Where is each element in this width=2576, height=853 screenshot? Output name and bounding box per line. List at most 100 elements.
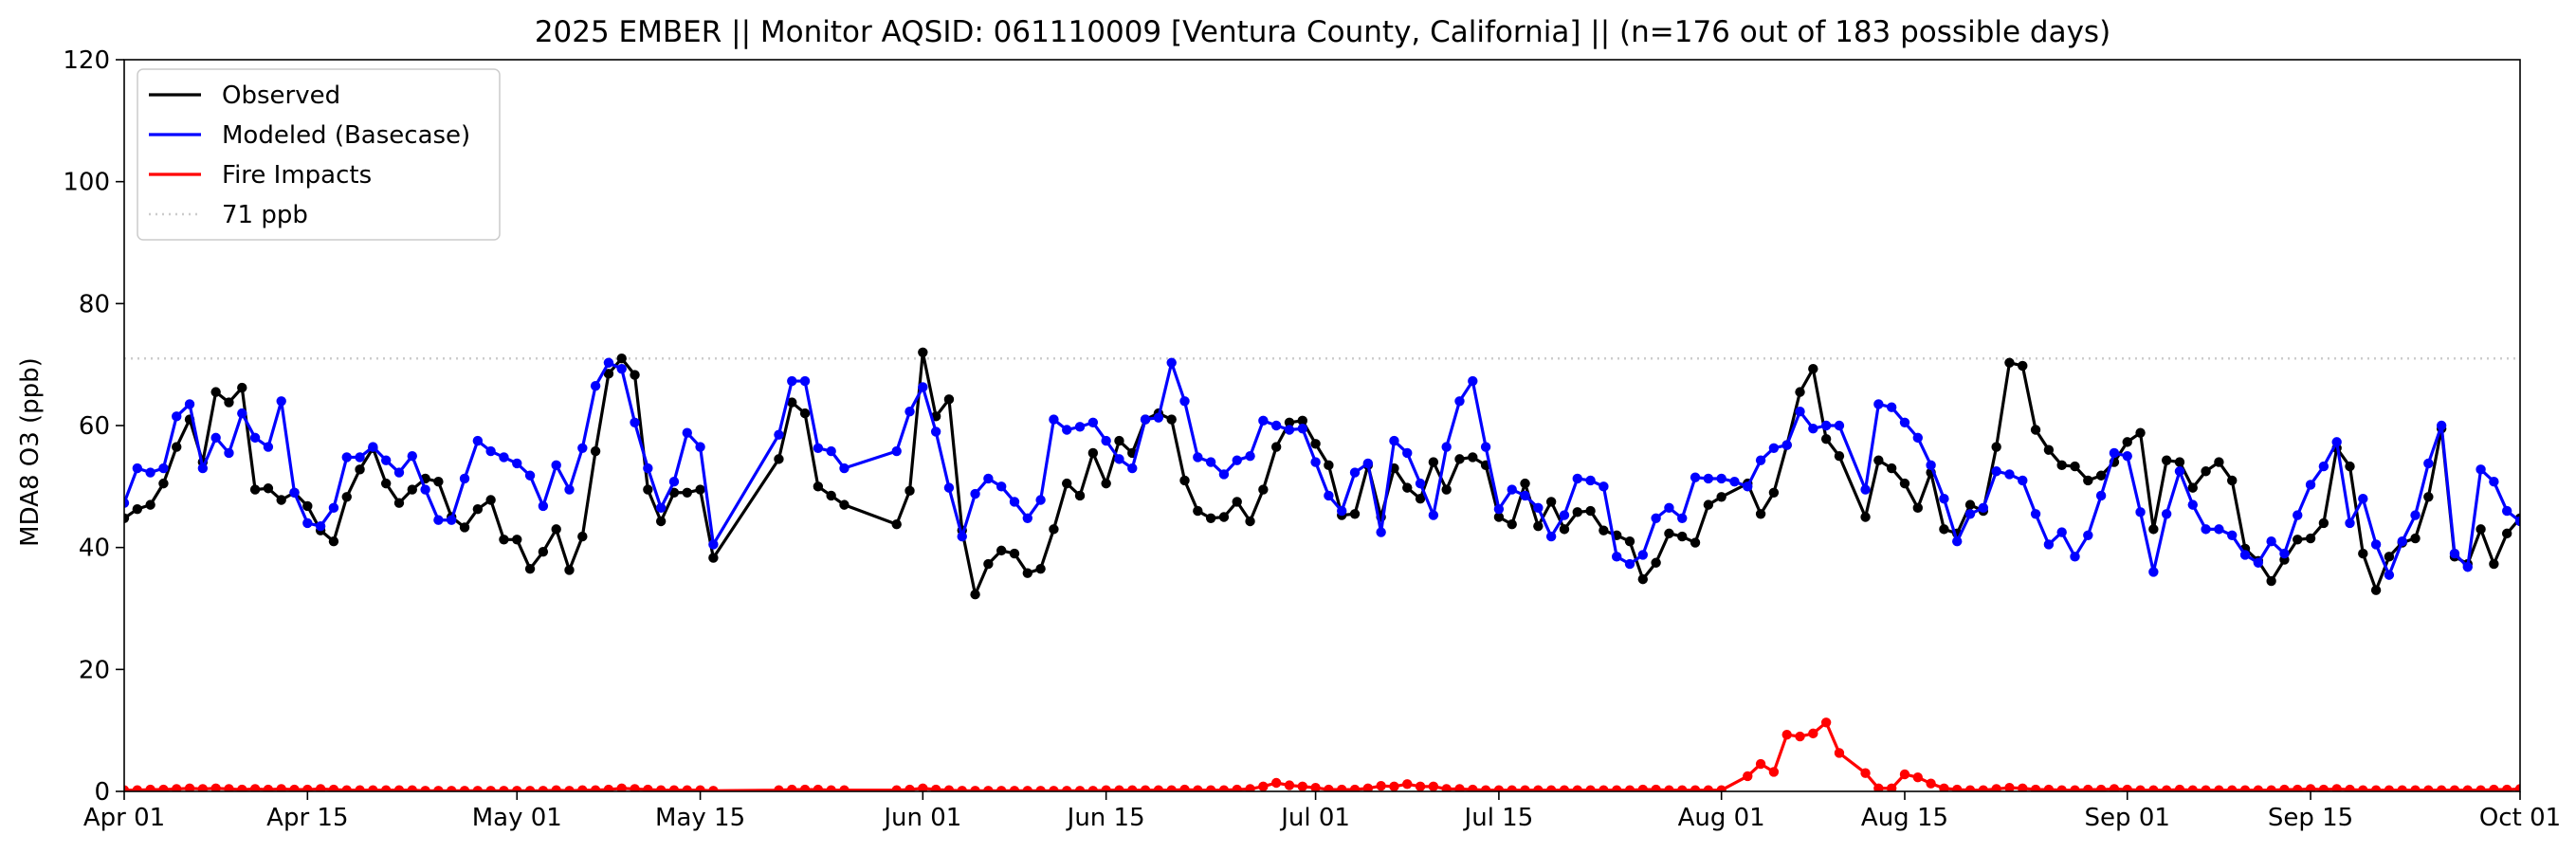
data-point-observed [2501,528,2512,539]
data-point-observed [2384,552,2395,562]
data-point-fire-impacts [2148,785,2159,791]
x-tick-label: Jun 15 [1066,804,1145,832]
data-point-modeled-basecase [957,531,967,542]
data-point-observed [2083,475,2093,486]
series-layer [124,347,2520,791]
data-point-modeled-basecase [1389,435,1399,446]
data-point-observed [1912,502,1924,514]
data-point-observed [145,499,155,510]
data-point-modeled-basecase [1362,458,1374,469]
data-point-observed [668,487,680,498]
data-point-modeled-basecase [1179,396,1190,407]
data-point-observed [249,484,261,495]
data-point-observed [1664,528,1674,539]
data-point-fire-impacts [485,786,496,791]
data-point-modeled-basecase [1637,550,1649,560]
data-point-modeled-basecase [551,460,561,471]
data-point-modeled-basecase [1153,412,1164,423]
data-point-modeled-basecase [603,357,614,368]
data-point-modeled-basecase [1193,452,1203,463]
data-point-modeled-basecase [1545,531,1557,542]
data-point-modeled-basecase [224,447,234,459]
data-point-modeled-basecase [1743,481,1753,492]
data-point-observed [224,397,234,408]
data-point-fire-impacts [1022,786,1032,791]
data-point-fire-impacts [2095,784,2107,791]
data-point-fire-impacts [1114,785,1124,791]
data-point-fire-impacts [499,786,509,791]
data-point-fire-impacts [1493,785,1505,791]
data-point-observed [1939,524,1949,535]
data-point-observed [1468,452,1478,463]
data-point-fire-impacts [1834,748,1845,758]
data-point-modeled-basecase [1022,513,1033,523]
data-point-observed [577,531,588,542]
data-point-observed [1310,439,1321,449]
data-point-modeled-basecase [289,487,300,498]
data-point-observed [1677,531,1688,542]
data-point-observed [2030,425,2041,435]
data-point-observed [2070,461,2080,472]
data-point-modeled-basecase [2004,469,2015,480]
data-point-fire-impacts [1454,784,1465,791]
data-point-observed [616,354,627,364]
data-point-observed [564,565,575,575]
data-point-observed [433,476,444,487]
data-point-modeled-basecase [1166,357,1177,368]
data-point-fire-impacts [1153,785,1164,791]
data-point-observed [1599,525,1609,535]
data-point-fire-impacts [263,784,274,791]
data-point-modeled-basecase [1768,443,1780,453]
data-point-fire-impacts [1873,783,1884,791]
data-point-observed [1808,363,1818,374]
data-point-modeled-basecase [668,476,680,487]
data-point-modeled-basecase [1337,505,1347,517]
data-point-modeled-basecase [2423,458,2434,469]
data-point-fire-impacts [184,783,195,791]
data-point-observed [1559,524,1570,535]
data-point-fire-impacts [2122,784,2132,791]
data-point-modeled-basecase [2135,507,2146,517]
series-modeled-basecase [124,357,2520,580]
data-point-observed [682,487,692,498]
data-point-observed [1651,557,1661,568]
data-point-modeled-basecase [2476,464,2486,475]
data-point-fire-impacts [1795,731,1805,742]
data-point-modeled-basecase [1297,424,1307,434]
data-point-modeled-basecase [695,442,705,452]
data-point-fire-impacts [2266,785,2276,791]
y-tick-label: 0 [94,778,110,807]
data-point-fire-impacts [328,784,339,791]
data-point-modeled-basecase [1127,463,1138,474]
data-point-modeled-basecase [1270,420,1282,431]
data-point-modeled-basecase [485,445,496,457]
data-point-modeled-basecase [1886,402,1897,412]
data-point-modeled-basecase [996,481,1007,492]
data-point-modeled-basecase [393,467,405,478]
data-point-modeled-basecase [970,488,980,499]
data-point-modeled-basecase [210,432,221,444]
data-point-observed [1545,497,1557,507]
data-point-fire-impacts [1232,784,1242,791]
data-point-fire-impacts [1533,785,1544,791]
data-point-modeled-basecase [1441,442,1452,452]
data-point-fire-impacts [1808,728,1818,739]
data-point-fire-impacts [2410,785,2421,791]
data-point-observed [551,524,561,535]
data-point-modeled-basecase [1964,509,1976,519]
data-point-fire-impacts [2449,785,2460,791]
data-point-modeled-basecase [799,375,811,387]
data-point-modeled-basecase [184,399,195,409]
data-point-fire-impacts [1952,784,1963,791]
data-point-fire-impacts [813,784,824,791]
data-point-observed [485,495,496,505]
data-point-fire-impacts [1270,777,1282,789]
data-point-observed [1860,512,1871,522]
data-point-modeled-basecase [263,442,274,452]
data-point-modeled-basecase [2266,536,2276,547]
data-point-modeled-basecase [904,407,915,417]
legend-label: 71 ppb [222,201,308,229]
data-point-modeled-basecase [918,382,928,392]
data-point-modeled-basecase [1205,457,1216,467]
data-point-observed [341,492,352,502]
